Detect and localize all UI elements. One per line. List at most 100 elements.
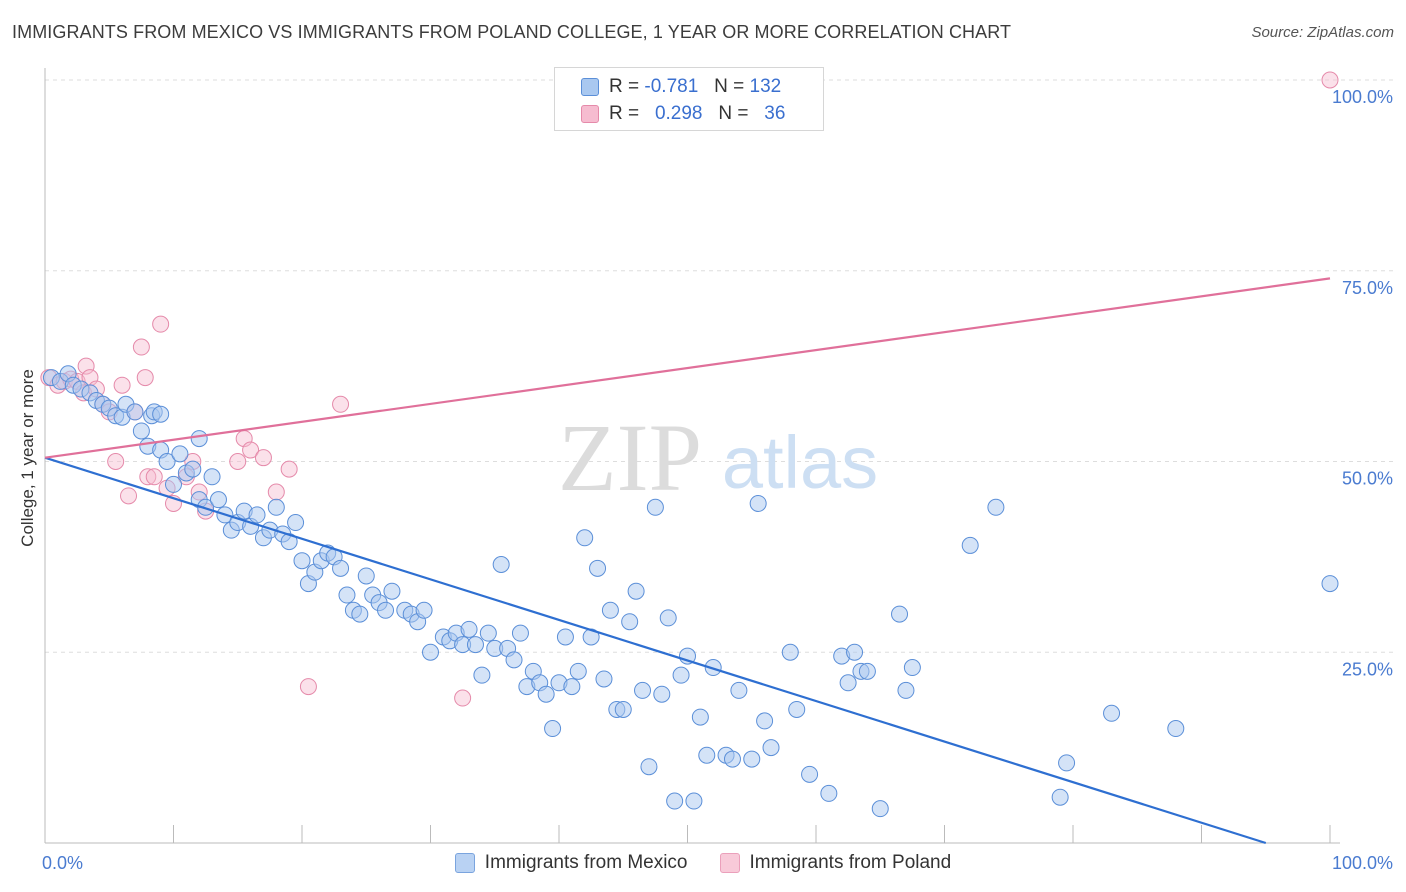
point-mexico-97	[666, 792, 684, 810]
point-mexico-122	[897, 681, 915, 699]
point-poland-26	[229, 453, 247, 470]
point-mexico-101	[691, 708, 709, 726]
point-mexico-65	[460, 620, 478, 638]
point-poland-15	[132, 338, 150, 356]
point-mexico-110	[762, 739, 780, 757]
point-mexico-107	[743, 750, 761, 768]
x-tick-label-1: 100.0%	[1332, 853, 1393, 873]
point-mexico-120	[871, 800, 889, 818]
y-tick-label-3: 100.0%	[1332, 87, 1393, 107]
point-poland-32	[299, 678, 317, 696]
point-mexico-108	[749, 494, 767, 512]
legend-n-mexico: 132	[749, 76, 782, 97]
point-mexico-27	[203, 468, 221, 486]
point-mexico-113	[801, 765, 819, 783]
point-mexico-93	[640, 758, 658, 776]
point-mexico-126	[1051, 788, 1069, 806]
bottom-legend-label-poland: Immigrants from Poland	[749, 852, 952, 873]
legend: R = -0.781 N = 132 R = 0.298 N = 36	[554, 67, 824, 131]
legend-n-poland: 36	[764, 103, 786, 124]
legend-r-label: R =	[609, 103, 640, 124]
legend-r-poland: 0.298	[654, 103, 703, 124]
point-mexico-114	[820, 784, 838, 802]
point-mexico-119	[858, 662, 876, 680]
point-mexico-59	[415, 601, 433, 619]
gridlines	[45, 79, 1395, 653]
point-mexico-86	[595, 670, 613, 688]
point-mexico-96	[659, 609, 677, 627]
point-mexico-34	[248, 506, 266, 524]
point-mexico-95	[653, 685, 671, 703]
point-mexico-105	[723, 750, 741, 768]
point-mexico-51	[357, 567, 375, 585]
point-mexico-125	[987, 498, 1005, 516]
point-mexico-89	[614, 700, 632, 718]
point-poland-11	[107, 453, 125, 470]
point-mexico-124	[961, 536, 979, 554]
point-mexico-116	[839, 674, 857, 692]
point-mexico-92	[634, 681, 652, 699]
point-mexico-109	[756, 712, 774, 730]
point-mexico-55	[383, 582, 401, 600]
point-mexico-128	[1103, 704, 1121, 722]
point-poland-29	[254, 449, 272, 467]
point-mexico-83	[576, 529, 594, 547]
series-poland-points	[40, 71, 1339, 707]
trend-line-poland	[44, 277, 1331, 459]
point-mexico-80	[556, 628, 574, 646]
point-mexico-87	[601, 601, 619, 619]
point-mexico-91	[627, 582, 645, 600]
chart-title: IMMIGRANTS FROM MEXICO VS IMMIGRANTS FRO…	[12, 22, 1012, 42]
bottom-legend-label-mexico: Immigrants from Mexico	[484, 852, 688, 873]
point-mexico-67	[473, 666, 491, 684]
point-poland-31	[280, 460, 298, 478]
series-mexico-points	[42, 365, 1339, 818]
point-mexico-127	[1058, 754, 1076, 772]
bottom-legend-mexico: Immigrants from Mexico	[454, 852, 688, 874]
point-mexico-121	[891, 605, 909, 623]
bottom-legend-swatch-poland	[719, 853, 740, 873]
point-mexico-81	[563, 678, 581, 696]
point-mexico-48	[338, 586, 356, 604]
point-mexico-85	[589, 559, 607, 577]
legend-n-label: N =	[714, 76, 745, 97]
point-poland-28	[242, 441, 260, 459]
legend-r-mexico: -0.781	[644, 76, 699, 97]
point-mexico-78	[544, 720, 562, 738]
point-mexico-60	[422, 643, 439, 661]
point-poland-6	[77, 357, 95, 375]
point-mexico-82	[569, 662, 587, 680]
point-mexico-77	[537, 685, 555, 703]
point-mexico-98	[672, 666, 690, 684]
point-poland-13	[120, 487, 138, 505]
point-poland-17	[139, 468, 157, 486]
point-poland-34	[454, 689, 472, 707]
point-poland-16	[136, 369, 154, 387]
point-mexico-50	[351, 605, 369, 623]
watermark-atlas: atlas	[722, 421, 878, 504]
point-mexico-123	[903, 659, 921, 677]
legend-n-label: N =	[718, 103, 749, 124]
point-mexico-21	[171, 445, 189, 463]
point-poland-12	[113, 376, 131, 394]
point-mexico-117	[846, 643, 864, 661]
point-poland-30	[267, 483, 285, 501]
legend-row-poland: R = 0.298 N = 36	[581, 103, 785, 125]
tick-labels: 25.0% 50.0% 75.0% 100.0% 0.0% 100.0%	[42, 87, 1393, 873]
trend-lines	[44, 277, 1331, 845]
point-mexico-17	[152, 405, 170, 423]
y-tick-label-0: 25.0%	[1342, 659, 1393, 679]
point-mexico-66	[466, 636, 484, 654]
point-mexico-129	[1167, 720, 1185, 738]
bottom-legend: Immigrants from Mexico Immigrants from P…	[0, 852, 1406, 874]
trend-line-mexico	[44, 456, 1267, 845]
point-mexico-90	[621, 613, 639, 631]
point-mexico-73	[511, 624, 529, 642]
point-mexico-106	[730, 681, 748, 699]
legend-r-label: R =	[609, 76, 640, 97]
legend-swatch-mexico	[581, 78, 599, 96]
point-mexico-37	[267, 498, 285, 516]
chart-source: Source: ZipAtlas.com	[1251, 24, 1394, 41]
point-mexico-40	[287, 514, 305, 532]
